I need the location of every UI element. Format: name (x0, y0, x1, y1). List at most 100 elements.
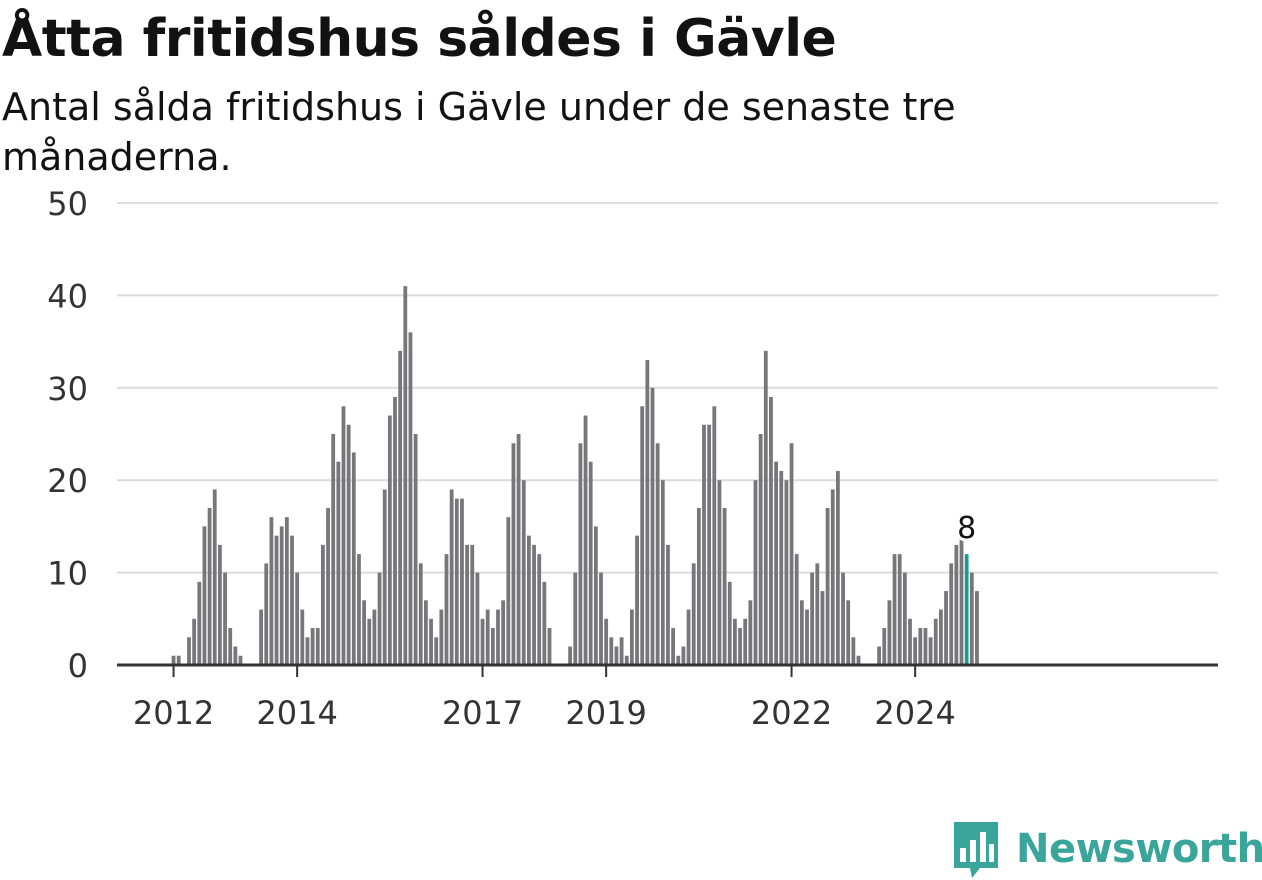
bar (779, 470, 784, 665)
bar (264, 563, 269, 665)
bar (336, 461, 341, 665)
bar (825, 507, 830, 665)
grid-lines (117, 202, 1218, 574)
bar (635, 535, 639, 665)
bar (532, 544, 536, 665)
bar (331, 434, 336, 665)
bar (717, 480, 722, 665)
bar (310, 628, 315, 665)
bar (671, 628, 675, 665)
bar (763, 350, 768, 665)
bar (449, 489, 454, 665)
bar (655, 443, 660, 665)
bar (630, 609, 634, 665)
bar (624, 655, 629, 665)
bar (460, 498, 464, 665)
bar (583, 415, 588, 665)
bar (969, 572, 974, 665)
bar (619, 637, 624, 665)
bar (696, 507, 701, 665)
bar (908, 618, 912, 665)
bar (959, 526, 964, 665)
bar (882, 628, 887, 665)
highlight-value-label: 8 (957, 511, 976, 546)
bar (511, 443, 516, 665)
bar (928, 637, 933, 665)
bar (722, 507, 727, 665)
bar (362, 600, 366, 665)
bar-chart-speech-bubble-icon (954, 822, 998, 878)
bar (753, 480, 758, 665)
bar (913, 637, 918, 665)
bar (568, 646, 572, 665)
bar (454, 498, 459, 665)
bar (573, 572, 578, 665)
y-axis-labels: 0 10 20 30 40 50 (47, 185, 88, 685)
newsworthy-logo: Newsworthy (950, 818, 1262, 880)
bar (949, 563, 954, 665)
bar (799, 600, 804, 665)
bar (403, 286, 408, 665)
bar (733, 618, 737, 665)
bar (444, 554, 449, 665)
bar (815, 563, 820, 665)
bar (604, 618, 609, 665)
bar (202, 526, 207, 665)
x-tick-label: 2019 (565, 694, 646, 732)
bar (351, 452, 356, 665)
bar (321, 544, 325, 665)
bar (892, 554, 897, 665)
bar (805, 609, 809, 665)
bar (171, 655, 176, 665)
bar (429, 618, 433, 665)
y-tick-label: 50 (47, 185, 88, 223)
bar (810, 572, 815, 665)
bar (305, 637, 310, 665)
bar (372, 609, 377, 665)
x-tick-label: 2024 (874, 694, 955, 732)
bar (794, 554, 799, 665)
bar (542, 581, 547, 665)
y-tick-label: 20 (47, 462, 88, 500)
y-tick-label: 0 (68, 647, 88, 685)
bar (290, 535, 294, 665)
bar (259, 609, 263, 665)
bar (439, 609, 444, 665)
x-tick-label: 2022 (751, 694, 832, 732)
bar (686, 609, 691, 665)
bar (341, 406, 346, 665)
bar (738, 628, 742, 665)
bar (578, 443, 583, 665)
bar (954, 544, 959, 665)
bar (274, 535, 279, 665)
bar (367, 618, 372, 665)
bar (176, 655, 181, 665)
highlight-annotation: 8 (954, 508, 979, 549)
bar (769, 397, 773, 665)
bar (712, 406, 717, 665)
bar (877, 646, 881, 665)
bar (480, 618, 485, 665)
bar (228, 628, 233, 665)
bar (774, 461, 778, 665)
bar (527, 535, 531, 665)
bar (727, 581, 732, 665)
bar (650, 387, 655, 665)
bar (841, 572, 845, 665)
bar (269, 517, 274, 665)
bar (660, 480, 665, 665)
bar (207, 507, 212, 665)
bar (897, 554, 902, 665)
bar (218, 544, 222, 665)
bar (846, 600, 851, 665)
x-axis-ticks: 2012 2014 2017 2019 2022 2024 (133, 665, 956, 732)
bar (393, 397, 397, 665)
bar (475, 572, 480, 665)
bar (300, 609, 305, 665)
bar (975, 591, 979, 665)
bar (593, 526, 598, 665)
bar (192, 618, 197, 665)
x-tick-label: 2017 (442, 694, 523, 732)
bar (470, 544, 475, 665)
